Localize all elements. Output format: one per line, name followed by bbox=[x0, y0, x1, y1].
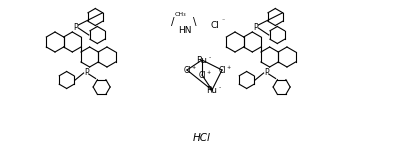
Text: P: P bbox=[84, 68, 89, 76]
Text: \: \ bbox=[193, 17, 197, 27]
Text: Ru: Ru bbox=[207, 85, 217, 95]
Text: Cl: Cl bbox=[218, 65, 226, 75]
Text: HCl: HCl bbox=[193, 133, 211, 143]
Text: /: / bbox=[171, 17, 175, 27]
Text: -: - bbox=[209, 56, 211, 60]
Text: CH₃: CH₃ bbox=[174, 12, 186, 16]
Text: Cl: Cl bbox=[183, 65, 191, 75]
Text: HN: HN bbox=[178, 25, 192, 35]
Text: +: + bbox=[207, 69, 211, 75]
Text: +: + bbox=[192, 64, 196, 69]
Text: P: P bbox=[73, 23, 78, 32]
Text: P: P bbox=[264, 68, 269, 76]
Text: Cl: Cl bbox=[210, 20, 220, 29]
Text: P: P bbox=[253, 23, 258, 32]
Text: Cl: Cl bbox=[198, 71, 206, 80]
Text: Ru: Ru bbox=[197, 56, 208, 64]
Text: +: + bbox=[227, 64, 231, 69]
Text: -: - bbox=[219, 85, 221, 91]
Text: ⁻: ⁻ bbox=[221, 20, 225, 24]
